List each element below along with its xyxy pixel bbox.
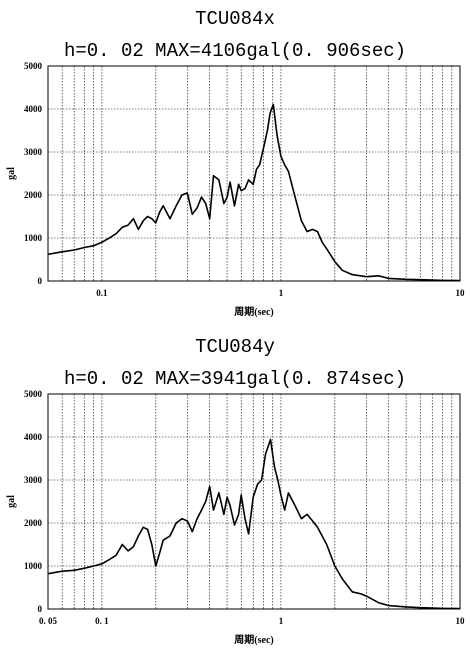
- response-spectrum-chart-x: TCU084x h=0. 02 MAX=4106gal(0. 906sec) 0…: [6, 8, 466, 318]
- response-spectrum-chart-y: TCU084y h=0. 02 MAX=3941gal(0. 874sec) 0…: [0, 328, 470, 656]
- chart-subtitle: h=0. 02 MAX=4106gal(0. 906sec): [63, 40, 407, 62]
- y-tick-label: 1000: [24, 233, 43, 243]
- plot-frame: [47, 65, 461, 282]
- x-tick-label: 1: [279, 288, 284, 298]
- y-tick-label: 2000: [24, 518, 43, 528]
- y-tick-label: 0: [38, 276, 43, 286]
- y-tick-label: 5000: [24, 389, 43, 399]
- x-tick-label: 10: [456, 616, 466, 626]
- x-tick-label: 0. 1: [95, 616, 109, 626]
- series-line: [47, 438, 461, 610]
- x-tick-label: 0.1: [96, 288, 108, 298]
- x-tick-label: 0. 05: [39, 616, 58, 626]
- y-tick-label: 2000: [24, 190, 43, 200]
- plot-frame: [47, 393, 461, 610]
- chart-title: TCU084x: [195, 8, 275, 30]
- chart-subtitle: h=0. 02 MAX=3941gal(0. 874sec): [63, 368, 407, 390]
- y-tick-label: 5000: [24, 61, 43, 71]
- series-line: [47, 103, 461, 282]
- x-axis-label: 周期(sec): [234, 633, 273, 646]
- plot-area: 0 1000 2000 3000 4000 5000 0.1 1 10 周期(sec) gal: [6, 61, 466, 318]
- y-tick-label: 0: [38, 604, 43, 614]
- y-axis-label: gal: [6, 495, 17, 508]
- x-tick-label: 10: [456, 288, 466, 298]
- y-axis-label: gal: [6, 167, 17, 180]
- x-tick-label: 1: [279, 616, 284, 626]
- x-axis-label: 周期(sec): [234, 305, 273, 318]
- y-tick-label: 1000: [24, 561, 43, 571]
- chart-title: TCU084y: [195, 336, 275, 358]
- y-tick-label: 3000: [24, 475, 43, 485]
- y-tick-label: 4000: [24, 104, 43, 114]
- plot-area: 0 1000 2000 3000 4000 5000 0. 05 0. 1 1 10 周期(sec)…: [6, 389, 466, 646]
- y-tick-label: 4000: [24, 432, 43, 442]
- y-tick-label: 3000: [24, 147, 43, 157]
